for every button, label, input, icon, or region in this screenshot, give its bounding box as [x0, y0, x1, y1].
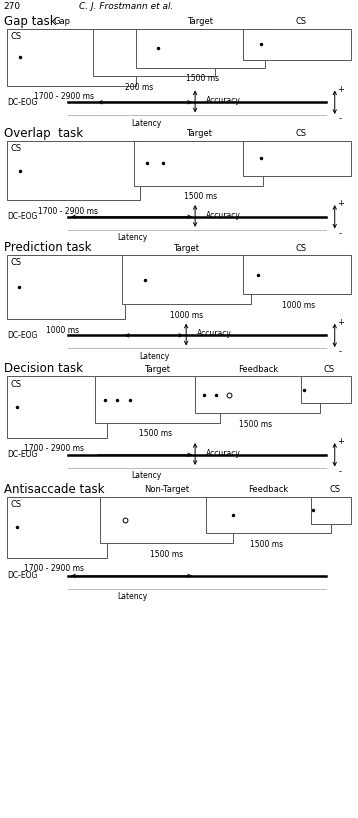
Text: Decision task: Decision task [4, 362, 83, 375]
Bar [243, 255, 351, 294]
Text: Gap task: Gap task [4, 15, 56, 28]
Text: Antisaccade task: Antisaccade task [4, 483, 104, 496]
Text: DC-EOG: DC-EOG [7, 97, 38, 107]
Text: DC-EOG: DC-EOG [7, 571, 38, 581]
Bar [95, 376, 220, 423]
Text: CS: CS [295, 244, 306, 253]
Text: -: - [339, 347, 342, 357]
Text: 1500 ms: 1500 ms [184, 192, 217, 201]
Text: 1000 ms: 1000 ms [282, 301, 315, 310]
Text: CS: CS [11, 258, 22, 267]
Text: 1700 - 2900 ms: 1700 - 2900 ms [24, 564, 84, 573]
Text: 1500 ms: 1500 ms [139, 429, 172, 438]
Text: Overlap  task: Overlap task [4, 127, 83, 140]
Text: Accuracy: Accuracy [206, 210, 241, 220]
Text: +: + [337, 437, 344, 447]
Text: 1700 - 2900 ms: 1700 - 2900 ms [24, 444, 84, 453]
Text: DC-EOG: DC-EOG [7, 212, 38, 222]
Text: 200 ms: 200 ms [126, 83, 154, 92]
Bar [7, 255, 125, 319]
Text: CS: CS [11, 500, 22, 509]
Text: CS: CS [11, 144, 22, 153]
Text: +: + [337, 199, 344, 209]
Text: Latency: Latency [117, 233, 147, 242]
Text: Prediction task: Prediction task [4, 241, 91, 254]
Text: Accuracy: Accuracy [206, 448, 241, 458]
Text: Accuracy: Accuracy [206, 96, 241, 106]
Text: Gap: Gap [54, 17, 71, 26]
Text: DC-EOG: DC-EOG [7, 330, 38, 340]
Bar [122, 255, 251, 304]
Bar [243, 141, 351, 176]
Text: Target: Target [186, 129, 212, 138]
Text: 1500 ms: 1500 ms [186, 74, 219, 83]
Text: -: - [339, 466, 342, 476]
Text: +: + [337, 317, 344, 327]
Bar [93, 29, 215, 76]
Text: Feedback: Feedback [238, 365, 278, 374]
Bar [136, 29, 265, 68]
Text: Accuracy: Accuracy [197, 329, 232, 339]
Text: CS: CS [329, 485, 340, 494]
Text: CS: CS [11, 32, 22, 41]
Text: CS: CS [295, 129, 306, 138]
Text: Non-Target: Non-Target [144, 485, 189, 494]
Bar [7, 497, 107, 558]
Bar [7, 141, 140, 200]
Bar [195, 376, 320, 413]
Text: 1000 ms: 1000 ms [46, 326, 79, 335]
Text: Target: Target [188, 17, 213, 26]
Text: -: - [339, 114, 342, 124]
Text: Target: Target [173, 244, 199, 253]
Bar [7, 376, 107, 438]
Text: Latency: Latency [132, 119, 162, 128]
Bar [7, 29, 136, 86]
Text: 1500 ms: 1500 ms [240, 420, 272, 429]
Text: CS: CS [11, 380, 22, 389]
Text: CS: CS [324, 365, 335, 374]
Text: CS: CS [295, 17, 306, 26]
Text: 1000 ms: 1000 ms [170, 311, 203, 320]
Text: C. J. Frostmann et al.: C. J. Frostmann et al. [79, 2, 173, 11]
Bar [206, 497, 331, 533]
Text: 1500 ms: 1500 ms [150, 550, 183, 559]
Text: 1700 - 2900 ms: 1700 - 2900 ms [34, 92, 95, 101]
Text: 1700 - 2900 ms: 1700 - 2900 ms [38, 207, 98, 216]
Text: Feedback: Feedback [248, 485, 289, 494]
Bar [243, 29, 351, 60]
Bar [100, 497, 233, 543]
Bar [301, 376, 351, 403]
Text: Target: Target [145, 365, 170, 374]
Text: Latency: Latency [139, 352, 169, 361]
Text: DC-EOG: DC-EOG [7, 450, 38, 460]
Text: -: - [339, 228, 342, 238]
Bar [134, 141, 263, 186]
Text: Latency: Latency [132, 471, 162, 480]
Text: Latency: Latency [117, 592, 147, 601]
Text: 270: 270 [4, 2, 21, 11]
Text: 1500 ms: 1500 ms [250, 540, 283, 549]
Bar [311, 497, 351, 524]
Text: +: + [337, 84, 344, 94]
